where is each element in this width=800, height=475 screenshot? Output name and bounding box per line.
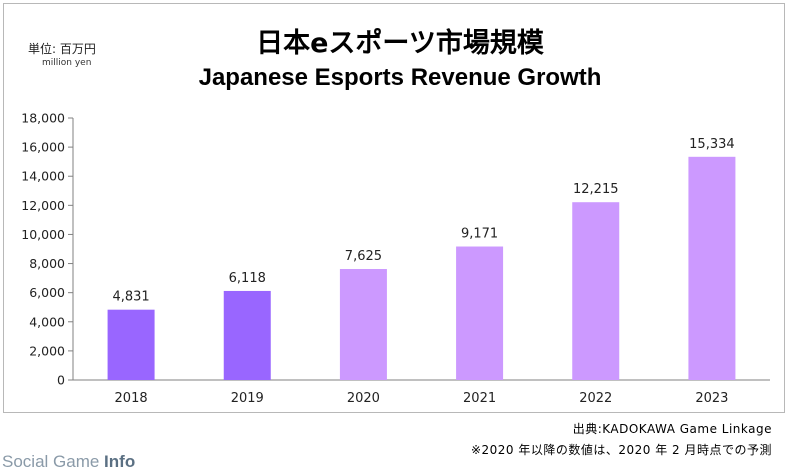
watermark-text-1: Social Game <box>2 452 105 471</box>
unit-label-en: million yen <box>42 58 92 68</box>
x-tick-label-2020: 2020 <box>347 391 380 406</box>
data-label-2018: 4,831 <box>112 290 149 305</box>
forecast-note: ※2020 年以降の数値は、2020 年 2 月時点での予測 <box>470 443 772 457</box>
y-tick-label: 4,000 <box>29 314 65 329</box>
bar-2023 <box>688 156 736 380</box>
y-tick-label: 12,000 <box>21 198 65 213</box>
source-note: 出典:KADOKAWA Game Linkage <box>572 422 772 436</box>
x-tick-label-2023: 2023 <box>695 391 728 406</box>
watermark-logo: Social Game Info <box>2 452 135 472</box>
bar-2019 <box>223 290 271 380</box>
x-tick-label-2018: 2018 <box>115 391 148 406</box>
chart-title-en: Japanese Esports Revenue Growth <box>198 64 602 91</box>
x-tick-label-2021: 2021 <box>463 391 496 406</box>
x-tick-label-2019: 2019 <box>231 391 264 406</box>
bar-2021 <box>456 246 504 380</box>
data-label-2022: 12,215 <box>573 182 619 197</box>
watermark-text-2: Info <box>104 452 136 471</box>
data-label-2023: 15,334 <box>689 137 735 152</box>
y-axis-ticks: 0 2,000 4,000 6,000 8,000 10,000 12,000 14,000 1… <box>21 111 73 388</box>
y-tick-label: 18,000 <box>21 111 65 126</box>
data-label-2019: 6,118 <box>229 271 266 286</box>
bars-group: 4,831 6,118 7,625 9,171 12,215 15,334 <box>107 137 736 380</box>
data-label-2020: 7,625 <box>345 249 382 264</box>
y-tick-label: 2,000 <box>29 343 65 358</box>
y-tick-label: 8,000 <box>29 256 65 271</box>
chart-title-jp: 日本eスポーツ市場規模 <box>256 28 544 59</box>
data-label-2021: 9,171 <box>461 227 498 242</box>
y-tick-label: 10,000 <box>21 227 65 242</box>
x-tick-label-2022: 2022 <box>579 391 612 406</box>
unit-label-jp: 単位: 百万円 <box>28 42 96 56</box>
bar-2022 <box>572 202 620 380</box>
bar-2020 <box>339 269 387 380</box>
x-axis-ticks: 2018 2019 2020 2021 2022 2023 <box>115 391 729 406</box>
y-tick-label: 16,000 <box>21 140 65 155</box>
bar-2018 <box>107 309 155 380</box>
y-tick-label: 14,000 <box>21 169 65 184</box>
y-tick-label: 0 <box>57 373 65 388</box>
y-tick-label: 6,000 <box>29 285 65 300</box>
